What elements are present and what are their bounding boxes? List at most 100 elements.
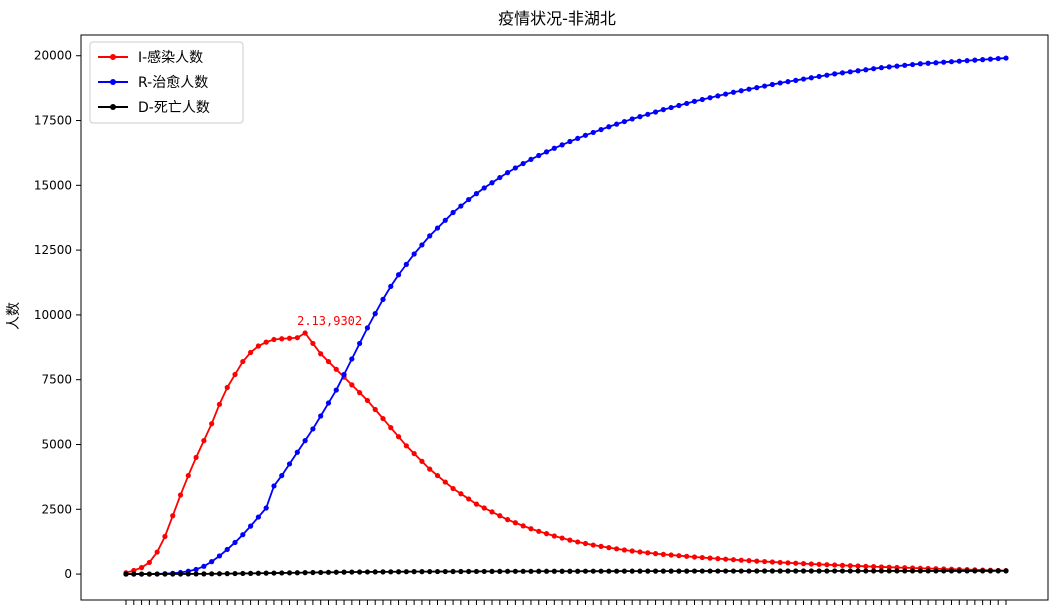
series-2-point <box>855 68 861 74</box>
legend-marker-1 <box>110 54 116 60</box>
series-3-point <box>146 571 152 577</box>
series-2-point <box>388 283 394 289</box>
series-2-point <box>520 160 526 167</box>
series-1-point <box>614 546 620 552</box>
series-1-point <box>730 557 737 563</box>
series-3-point <box>349 569 355 575</box>
series-3-point <box>162 571 168 577</box>
series-3-point <box>411 569 417 575</box>
series-2-point <box>294 449 300 455</box>
series-1-point <box>536 528 542 534</box>
series-3-point <box>871 568 877 574</box>
series-2-point <box>419 242 425 248</box>
series-2-point <box>310 426 316 432</box>
series-1-point <box>294 335 300 341</box>
series-2-point <box>473 191 480 197</box>
series-2-point <box>933 60 939 66</box>
series-3-point <box>598 568 604 574</box>
series-1-point <box>793 560 799 566</box>
series-1-point <box>333 366 339 372</box>
series-3-point <box>302 570 308 576</box>
series-1-point <box>871 564 877 570</box>
series-3-point <box>279 570 285 576</box>
series-3-point <box>520 568 526 574</box>
series-1-point <box>645 550 651 556</box>
series-3-point <box>504 568 511 574</box>
series-3-point <box>123 571 129 577</box>
series-2-point <box>987 56 994 62</box>
series-3-point <box>707 568 713 574</box>
series-1-point <box>715 556 721 562</box>
series-1-point <box>395 434 402 440</box>
series-1-point <box>372 406 378 413</box>
series-3-point <box>263 570 269 576</box>
series-2-point <box>645 111 651 117</box>
series-1-point <box>255 343 261 349</box>
y-tick-label: 7500 <box>41 373 72 387</box>
series-1-point <box>754 558 760 564</box>
series-1-point <box>427 466 433 472</box>
series-2-point <box>372 311 378 317</box>
series-3-point <box>909 568 916 574</box>
series-2-point <box>504 170 511 176</box>
series-3-point <box>816 568 822 574</box>
series-3-point <box>489 568 495 574</box>
series-3-point <box>660 568 666 574</box>
legend-marker-3 <box>110 104 116 110</box>
series-3-point <box>645 568 651 574</box>
series-2-point <box>800 76 807 82</box>
series-3-point <box>902 568 908 574</box>
series-3-point <box>777 568 783 574</box>
series-2-point <box>450 209 456 216</box>
series-3-point <box>567 568 573 574</box>
series-3-point <box>629 568 635 574</box>
series-2-point <box>723 91 729 97</box>
series-2-point <box>209 559 215 565</box>
series-2-point <box>279 472 285 479</box>
series-3-point <box>863 568 869 574</box>
series-1-point <box>660 551 666 557</box>
series-1-point <box>785 560 791 566</box>
series-2-point <box>832 71 838 77</box>
series-1-point <box>520 523 526 529</box>
series-2-point <box>948 59 955 65</box>
series-2-point <box>582 132 589 138</box>
series-3-point <box>310 569 316 576</box>
series-3-point <box>286 570 293 576</box>
series-1-point <box>606 545 612 551</box>
series-1-point <box>847 563 853 569</box>
series-3-point <box>450 568 456 575</box>
series-1-point <box>162 533 168 540</box>
series-2-point <box>240 532 246 538</box>
y-tick-label: 17500 <box>34 114 72 128</box>
series-1-point <box>442 479 448 485</box>
series-3-point <box>131 571 137 577</box>
series-2-point <box>458 203 464 209</box>
series-3-point <box>808 568 814 574</box>
series-1-point <box>286 335 293 341</box>
series-2-point <box>201 563 207 569</box>
series-3-point <box>395 569 402 575</box>
series-3-point <box>754 568 760 574</box>
series-2-point <box>769 81 775 88</box>
series-2-point <box>302 438 308 444</box>
series-1-point <box>240 358 246 365</box>
series-1-point <box>761 558 768 565</box>
series-2-point <box>248 523 254 529</box>
series-1-point <box>621 547 628 553</box>
series-1-point <box>551 533 557 539</box>
chart-title: 疫情状况-非湖北 <box>498 9 616 28</box>
series-2-point <box>699 96 705 103</box>
series-1-point <box>434 472 441 479</box>
series-3-point <box>941 568 947 574</box>
series-2-point <box>325 400 332 406</box>
series-3-point <box>388 569 394 575</box>
series-1-point <box>723 556 729 562</box>
series-3-point <box>232 570 238 577</box>
series-1-point <box>652 551 659 557</box>
series-1-point <box>170 513 176 519</box>
series-2-point <box>824 72 830 78</box>
series-2-point <box>793 77 799 83</box>
y-tick-label: 20000 <box>34 49 72 63</box>
series-3-point <box>995 568 1001 574</box>
